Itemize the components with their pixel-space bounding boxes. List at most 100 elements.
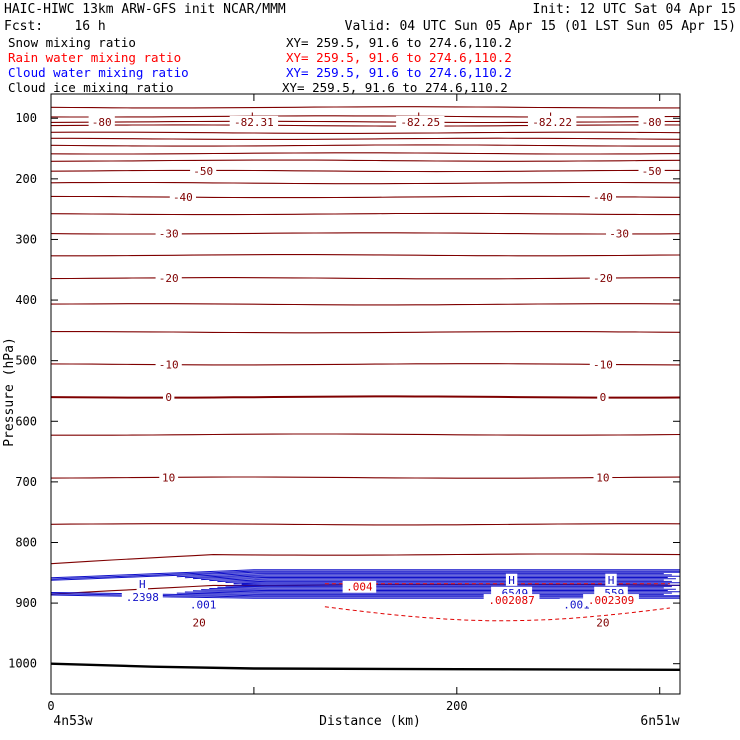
rain-water-label: .002087 bbox=[488, 594, 534, 607]
low-value: -82.31 bbox=[234, 116, 274, 129]
cloud-water-contour bbox=[176, 592, 664, 595]
isotherm-label: 10 bbox=[596, 472, 609, 485]
isotherm-line bbox=[51, 254, 681, 257]
isotherm-line bbox=[50, 303, 681, 306]
isotherm-label: -20 bbox=[593, 272, 613, 285]
header-init: Init: 12 UTC Sat 04 Apr 15 bbox=[533, 2, 737, 17]
cloud-water-contour bbox=[50, 571, 680, 581]
field-rain-name: Rain water mixing ratio bbox=[8, 50, 181, 65]
cloud-water-contour bbox=[217, 579, 664, 583]
isotherm-line bbox=[50, 152, 681, 155]
cloud-water-high-marker: H bbox=[508, 574, 515, 587]
cloud-water-contour bbox=[184, 574, 672, 579]
cloud-water-contour bbox=[176, 573, 664, 578]
low-value: -82.22 bbox=[532, 116, 572, 129]
x-axis-right-endpoint: 6n51w bbox=[640, 714, 679, 729]
isotherm-label: -30 bbox=[159, 227, 179, 240]
isotherm-label: -30 bbox=[609, 227, 629, 240]
isotherm-line bbox=[51, 137, 681, 140]
cloud-water-contour bbox=[217, 586, 664, 589]
field-rain-xy: XY= 259.5, 91.6 to 274.6,110.2 bbox=[286, 50, 512, 65]
y-tick-label: 500 bbox=[15, 354, 37, 368]
isotherm-line bbox=[50, 124, 681, 127]
isotherm-label: 20 bbox=[596, 616, 609, 629]
isotherm-line bbox=[50, 115, 681, 118]
y-tick-label: 200 bbox=[15, 172, 37, 186]
y-tick-label: 700 bbox=[15, 475, 37, 489]
cloud-water-contour bbox=[50, 569, 680, 579]
isotherm-line bbox=[50, 523, 681, 526]
y-tick-label: 900 bbox=[15, 596, 37, 610]
isotherm-line bbox=[50, 195, 681, 199]
isotherm-label: -20 bbox=[159, 272, 179, 285]
isotherm-line bbox=[50, 144, 680, 147]
x-axis-title: Distance (km) bbox=[319, 714, 421, 729]
isotherm-label: -10 bbox=[593, 358, 613, 371]
isotherm-label: -80 bbox=[642, 116, 662, 129]
cloud-water-high-value: .2398 bbox=[126, 591, 159, 604]
isotherm-label: -10 bbox=[159, 358, 179, 371]
isotherm-label: -40 bbox=[173, 191, 193, 204]
field-snow-xy: XY= 259.5, 91.6 to 274.6,110.2 bbox=[286, 35, 512, 50]
rain-water-contour bbox=[324, 606, 670, 622]
header-valid: Valid: 04 UTC Sun 05 Apr 15 (01 LST Sun … bbox=[345, 19, 736, 34]
isotherm-label: 10 bbox=[162, 472, 175, 485]
isotherm-line bbox=[50, 159, 681, 162]
isotherm-label: 20 bbox=[192, 616, 205, 629]
field-cloud-ice-xy: XY= 259.5, 91.6 to 274.6,110.2 bbox=[282, 80, 508, 95]
isotherm-line bbox=[50, 476, 681, 479]
isotherm-line bbox=[50, 169, 680, 173]
isotherm-label: -80 bbox=[92, 116, 112, 129]
isotherm-label: 0 bbox=[165, 391, 172, 404]
isotherm-label: 0 bbox=[600, 391, 607, 404]
isotherm-line bbox=[51, 433, 681, 436]
rain-water-label: .002309 bbox=[588, 594, 634, 607]
cloud-water-contour bbox=[50, 570, 680, 580]
cloud-water-contour bbox=[225, 585, 672, 588]
y-tick-label: 1000 bbox=[8, 657, 37, 671]
isotherm-line bbox=[50, 181, 681, 185]
y-tick-label: 400 bbox=[15, 293, 37, 307]
cloud-water-contour bbox=[184, 591, 672, 594]
isotherm-line bbox=[50, 553, 681, 565]
cloud-water-contour bbox=[209, 578, 676, 582]
surface-pressure-curve bbox=[50, 662, 681, 671]
isotherm-line bbox=[51, 331, 681, 334]
y-tick-label: 100 bbox=[15, 111, 37, 125]
x-axis-left-endpoint: 4n53w bbox=[53, 714, 92, 729]
cloud-water-label: .001 bbox=[190, 598, 217, 611]
cloud-water-high-marker: H bbox=[608, 574, 615, 587]
isotherm-line bbox=[50, 106, 680, 109]
field-cloud-water-name: Cloud water mixing ratio bbox=[8, 65, 189, 80]
y-tick-label: 800 bbox=[15, 535, 37, 549]
isotherm-label: -40 bbox=[593, 191, 613, 204]
y-tick-label: 300 bbox=[15, 232, 37, 246]
surface-pressure-line bbox=[50, 662, 681, 671]
header-title: HAIC-HIWC 13km ARW-GFS init NCAR/MMM bbox=[4, 2, 286, 17]
isotherm-label: -50 bbox=[642, 165, 662, 178]
x-tick-label: 200 bbox=[446, 699, 468, 713]
isotherm-line bbox=[50, 395, 681, 399]
x-tick-label: 0 bbox=[47, 699, 54, 713]
header-fcst: Fcst: 16 h bbox=[4, 19, 106, 34]
plot-frame bbox=[50, 93, 681, 695]
isotherm-line bbox=[50, 212, 680, 216]
cloud-water-contour bbox=[192, 575, 680, 580]
cloud-water-contour bbox=[201, 577, 668, 581]
isotherm-line bbox=[50, 131, 681, 134]
isotherm-line bbox=[50, 120, 681, 124]
field-cloud-ice-name: Cloud ice mixing ratio bbox=[8, 80, 174, 95]
y-axis-title: Pressure (hPa) bbox=[2, 337, 17, 447]
contour-labels: -80 -80-50 -50-40 -40-30 -30-20 -20-10 -100 010… bbox=[88, 110, 665, 629]
cloud-water-contour bbox=[225, 580, 672, 583]
field-cloud-water-xy: XY= 259.5, 91.6 to 274.6,110.2 bbox=[286, 65, 512, 80]
isotherm-line bbox=[50, 277, 680, 280]
isotherm-label: -50 bbox=[193, 165, 213, 178]
isotherm-line bbox=[50, 363, 681, 366]
cloud-water-contour bbox=[201, 589, 668, 591]
cloud-water-high-marker: H bbox=[139, 578, 146, 591]
isotherm-line bbox=[50, 232, 681, 235]
isotherm-contours bbox=[50, 106, 681, 595]
